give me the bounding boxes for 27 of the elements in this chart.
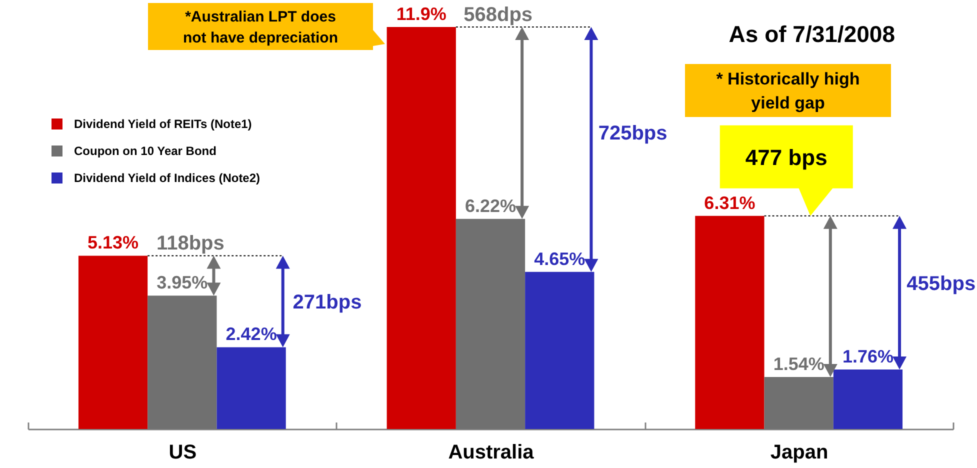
data-label: 5.13%	[88, 232, 139, 253]
data-label: 3.95%	[156, 272, 208, 293]
data-label: 2.42%	[226, 324, 277, 344]
annotation: *Australian LPT does not have depreciation	[182, 8, 338, 46]
data-label: 6.22%	[464, 196, 516, 216]
annotation: 271bps	[292, 292, 362, 314]
bar	[386, 27, 456, 429]
data-label: 6.31%	[704, 192, 756, 213]
annotation: 455bps	[906, 272, 976, 295]
annotation: * Historically high yield gap	[716, 70, 860, 113]
legend-label: Coupon on 10 Year Bond	[74, 144, 216, 158]
data-label: 1.54%	[773, 354, 824, 374]
bar	[695, 216, 764, 429]
data-label: 1.76%	[842, 346, 894, 367]
bar	[78, 256, 148, 429]
legend-label: Dividend Yield of REITs (Note1)	[74, 117, 252, 131]
data-label: 4.65%	[534, 248, 586, 269]
annotation: 477 bps	[745, 144, 828, 170]
x-tick-label: US	[168, 442, 197, 464]
annotation: 118bps	[156, 232, 224, 255]
annotation: 725bps	[598, 122, 668, 145]
chart-title: As of 7/31/2008	[728, 21, 896, 47]
legend-label: Dividend Yield of Indices (Note2)	[74, 171, 260, 185]
x-tick-label: Australia	[448, 442, 535, 464]
text: 568dps	[464, 4, 533, 26]
data-label: 11.9%	[396, 4, 446, 24]
x-tick-label: Japan	[770, 442, 828, 464]
